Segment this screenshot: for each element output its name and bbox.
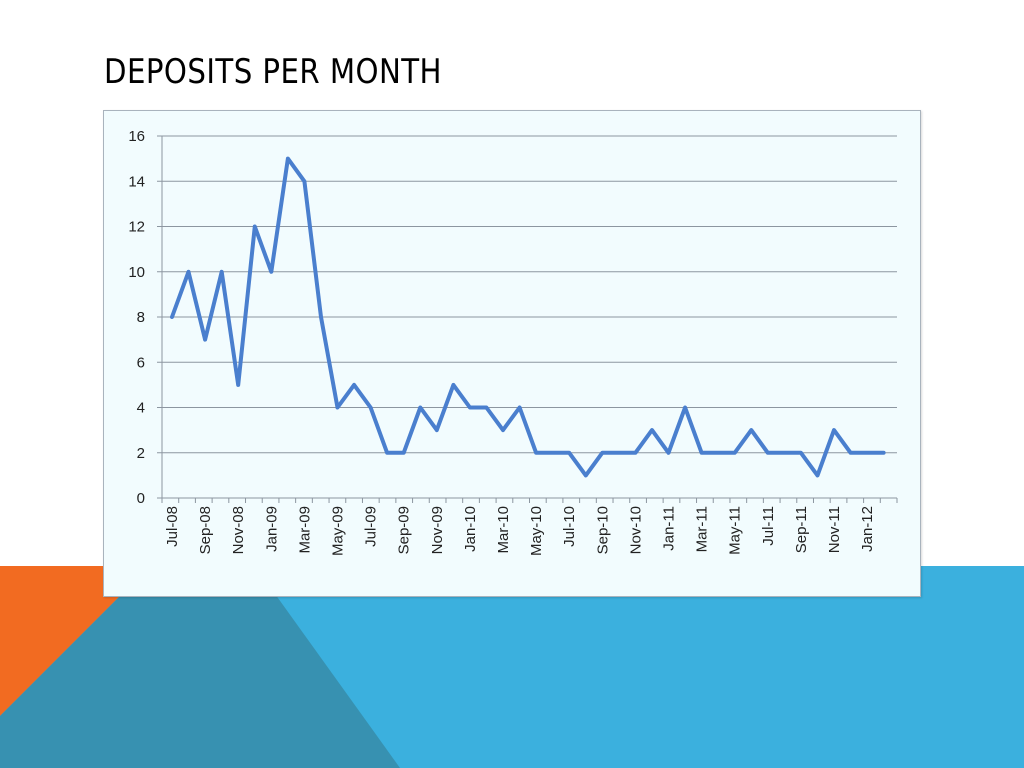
data-point bbox=[699, 450, 704, 455]
data-point bbox=[749, 428, 754, 432]
x-tick-label: Jul-11 bbox=[760, 506, 777, 546]
y-tick-label: 14 bbox=[128, 173, 145, 190]
x-tick-label: Jul-10 bbox=[561, 506, 578, 547]
data-point bbox=[418, 405, 423, 410]
data-point bbox=[633, 450, 638, 455]
data-point bbox=[319, 315, 323, 319]
x-tick-label: Nov-09 bbox=[429, 506, 446, 554]
data-point bbox=[252, 224, 257, 229]
y-tick-label: 16 bbox=[128, 128, 145, 145]
data-point bbox=[534, 450, 538, 455]
data-point bbox=[600, 450, 605, 455]
data-point bbox=[170, 315, 174, 319]
x-tick-label: Jan-12 bbox=[859, 506, 876, 552]
data-point bbox=[484, 405, 489, 410]
data-point bbox=[716, 450, 720, 455]
x-tick-label: Mar-11 bbox=[694, 506, 711, 552]
data-point bbox=[203, 337, 207, 342]
data-point bbox=[782, 450, 787, 455]
data-point bbox=[666, 450, 671, 455]
data-point bbox=[766, 450, 770, 455]
x-tick-label: May-11 bbox=[727, 506, 744, 555]
data-point bbox=[815, 473, 820, 478]
data-point bbox=[881, 450, 886, 455]
data-point bbox=[401, 450, 406, 455]
data-point bbox=[583, 473, 588, 478]
data-point bbox=[832, 428, 836, 432]
data-point bbox=[732, 450, 737, 455]
x-tick-label: Jan-10 bbox=[462, 506, 479, 552]
y-tick-label: 2 bbox=[137, 445, 145, 462]
x-tick-label: May-09 bbox=[330, 506, 347, 556]
x-axis-tick-labels: Jul-08 Sep-08 Nov-08 Jan-09 Mar-09 May-09 Jul-… bbox=[164, 506, 876, 556]
data-point bbox=[799, 450, 803, 455]
data-point bbox=[517, 405, 522, 410]
y-tick-label: 8 bbox=[137, 309, 145, 326]
series-line bbox=[170, 156, 886, 478]
x-tick-label: Sep-09 bbox=[396, 506, 413, 554]
x-tick-label: Mar-10 bbox=[495, 506, 512, 554]
y-axis-tick-labels: 0 2 4 6 8 10 12 14 16 bbox=[128, 128, 145, 507]
x-tick-label: Sep-11 bbox=[793, 506, 810, 553]
data-point bbox=[435, 428, 439, 432]
data-point bbox=[219, 269, 224, 274]
data-point bbox=[468, 405, 472, 410]
data-point bbox=[550, 450, 555, 455]
data-point bbox=[683, 405, 687, 410]
data-point bbox=[848, 450, 853, 455]
data-point bbox=[186, 269, 191, 274]
data-point bbox=[352, 383, 356, 387]
data-point bbox=[236, 383, 240, 387]
x-tick-label: Sep-08 bbox=[197, 506, 214, 554]
x-tick-label: Jul-08 bbox=[164, 506, 181, 547]
axes bbox=[157, 135, 898, 503]
data-point bbox=[501, 428, 505, 432]
x-tick-label: Jul-09 bbox=[363, 506, 380, 547]
data-point bbox=[335, 405, 340, 410]
gridlines bbox=[162, 135, 897, 454]
x-tick-label: Sep-10 bbox=[594, 506, 611, 554]
data-point bbox=[865, 450, 869, 455]
x-tick-label: Jan-11 bbox=[661, 506, 678, 551]
slide-title: Deposits per month bbox=[104, 52, 442, 92]
data-point bbox=[617, 450, 621, 455]
y-tick-label: 10 bbox=[128, 264, 145, 281]
x-tick-label: May-10 bbox=[528, 506, 545, 556]
x-tick-label: Mar-09 bbox=[296, 506, 313, 554]
x-tick-label: Nov-10 bbox=[627, 506, 644, 554]
data-point bbox=[650, 428, 654, 432]
series-lines bbox=[170, 156, 886, 478]
x-tick-label: Nov-11 bbox=[826, 506, 843, 553]
y-tick-label: 0 bbox=[137, 490, 145, 507]
data-point bbox=[368, 405, 373, 410]
line-chart: 0 2 4 6 8 10 12 14 16 Jul-08 Sep-08 Nov-08 Jan-09 Ma… bbox=[128, 128, 898, 556]
chart-frame: 0 2 4 6 8 10 12 14 16 Jul-08 Sep-08 Nov-08 Jan-09 Ma… bbox=[103, 110, 921, 597]
data-point bbox=[302, 179, 307, 184]
data-point bbox=[451, 383, 456, 387]
x-tick-label: Jan-09 bbox=[263, 506, 280, 552]
y-tick-label: 12 bbox=[128, 219, 145, 236]
y-tick-label: 4 bbox=[137, 400, 145, 417]
x-tick-label: Nov-08 bbox=[230, 506, 247, 554]
data-point bbox=[385, 450, 389, 455]
data-point bbox=[567, 450, 571, 455]
data-point bbox=[286, 156, 290, 161]
dark-blue-panel bbox=[0, 566, 400, 768]
data-point bbox=[269, 269, 274, 274]
y-tick-label: 6 bbox=[137, 354, 145, 371]
